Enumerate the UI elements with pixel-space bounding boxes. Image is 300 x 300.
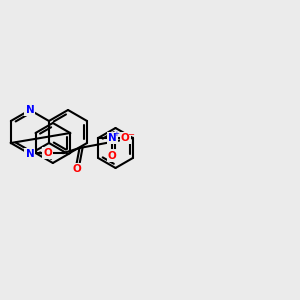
Text: N: N xyxy=(26,149,34,159)
Text: N: N xyxy=(26,105,34,115)
Text: +: + xyxy=(113,131,119,137)
Text: O: O xyxy=(108,151,117,161)
Text: O: O xyxy=(43,148,52,158)
Text: −: − xyxy=(127,130,134,140)
Text: O: O xyxy=(121,133,130,143)
Text: O: O xyxy=(72,164,81,174)
Text: N: N xyxy=(108,133,117,143)
